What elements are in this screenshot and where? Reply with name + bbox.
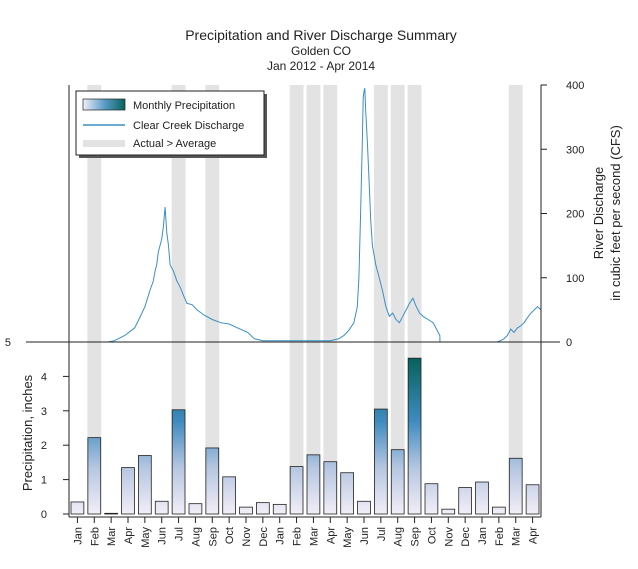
precip-tick-label-4: 4 xyxy=(41,371,47,383)
month-label-7: Aug xyxy=(190,527,202,547)
precip-bar-1 xyxy=(87,437,102,515)
month-label-13: Feb xyxy=(292,527,304,546)
precip-y-ticks: 0 1 2 3 4 5 xyxy=(5,337,69,521)
month-label-20: Sep xyxy=(410,527,422,547)
discharge-y-ticks: 0 100 200 300 400 xyxy=(541,80,584,349)
month-label-25: Feb xyxy=(494,527,506,546)
month-label-11: Dec xyxy=(258,527,270,547)
month-label-21: Oct xyxy=(426,527,438,544)
discharge-axis-label-line-1: River Discharge xyxy=(591,167,606,259)
precip-bar-3 xyxy=(121,467,135,515)
precip-bar-20 xyxy=(407,357,422,515)
month-label-18: Jul xyxy=(376,527,388,541)
month-label-23: Dec xyxy=(460,527,472,547)
precip-bar-4 xyxy=(138,455,152,515)
precip-bar-0 xyxy=(70,501,85,515)
month-label-17: Jun xyxy=(359,527,371,545)
legend-shading-swatch xyxy=(83,140,125,147)
shade-band-18 xyxy=(373,85,388,514)
legend-precip-swatch xyxy=(82,98,126,111)
discharge-tick-label-100: 100 xyxy=(566,273,584,285)
precipitation-bars xyxy=(70,357,540,515)
precip-tick-label-5: 5 xyxy=(5,337,11,349)
precip-bar-8 xyxy=(205,447,220,515)
discharge-tick-label-300: 300 xyxy=(566,144,584,156)
precip-bar-22 xyxy=(441,508,456,515)
precip-bar-11 xyxy=(256,502,270,515)
month-label-12: Jan xyxy=(275,527,287,545)
legend-precip-label: Monthly Precipitation xyxy=(133,100,235,112)
chart-subtitle-location: Golden CO xyxy=(291,44,351,58)
discharge-axis-label-line-2: in cubic feet per second (CFS) xyxy=(608,125,623,301)
month-label-22: Nov xyxy=(443,527,455,547)
month-label-0: Jan xyxy=(72,527,84,545)
discharge-tick-label-0: 0 xyxy=(566,337,572,349)
shade-band-8 xyxy=(205,85,220,514)
shade-band-26 xyxy=(508,85,523,514)
precip-bar-23 xyxy=(458,487,472,515)
month-label-4: May xyxy=(140,527,152,548)
precip-bar-19 xyxy=(390,449,405,515)
chart-subtitle-daterange: Jan 2012 - Apr 2014 xyxy=(267,59,375,73)
precip-tick-label-1: 1 xyxy=(41,475,47,487)
precip-bar-6 xyxy=(171,409,186,515)
month-label-26: Mar xyxy=(511,527,523,546)
precip-bar-17 xyxy=(357,500,371,515)
precip-bar-14 xyxy=(306,454,321,515)
month-label-8: Sep xyxy=(207,527,219,547)
chart-title: Precipitation and River Discharge Summar… xyxy=(185,27,457,43)
precip-tick-label-2: 2 xyxy=(41,440,47,452)
shade-band-1 xyxy=(87,85,102,514)
precip-axis-label: Precipitation, inches xyxy=(20,374,35,491)
title-block: Precipitation and River Discharge Summar… xyxy=(185,27,457,73)
legend-shading-label: Actual > Average xyxy=(133,138,216,150)
legend-discharge-label: Clear Creek Discharge xyxy=(133,120,244,132)
precip-bar-27 xyxy=(525,484,540,515)
month-label-6: Jul xyxy=(174,527,186,541)
month-label-3: Apr xyxy=(123,527,135,544)
precip-bar-12 xyxy=(272,503,287,515)
month-label-16: May xyxy=(342,527,354,548)
shade-band-6 xyxy=(171,85,186,514)
precip-bar-9 xyxy=(222,476,236,515)
month-label-15: Apr xyxy=(325,527,337,544)
above-average-shading xyxy=(87,85,523,514)
month-label-14: Mar xyxy=(308,527,320,546)
shade-band-15 xyxy=(323,85,338,514)
month-label-10: Nov xyxy=(241,527,253,547)
shade-band-13 xyxy=(289,85,304,514)
precip-tick-label-0: 0 xyxy=(41,509,47,521)
month-label-27: Apr xyxy=(528,527,540,544)
precip-bar-10 xyxy=(239,506,253,515)
month-x-ticks: Jan Feb Mar Apr May Jun Jul Aug Sep Oct Nov Dec Jan F… xyxy=(72,517,540,548)
month-label-5: Jun xyxy=(157,527,169,545)
precip-bar-24 xyxy=(475,481,489,515)
month-label-24: Jan xyxy=(477,527,489,545)
frames xyxy=(26,85,560,518)
precip-bar-13 xyxy=(289,466,304,515)
precip-bar-16 xyxy=(340,472,354,515)
discharge-tick-label-200: 200 xyxy=(566,209,584,221)
shade-band-14 xyxy=(306,85,321,514)
precip-bar-26 xyxy=(508,457,523,515)
precip-bar-21 xyxy=(424,483,439,515)
precip-tick-label-3: 3 xyxy=(41,406,47,418)
precip-bar-5 xyxy=(154,500,169,515)
legend: Monthly Precipitation Clear Creek Discha… xyxy=(75,90,267,158)
precip-bar-2 xyxy=(104,512,118,515)
discharge-tick-label-400: 400 xyxy=(566,80,584,92)
precip-bar-15 xyxy=(323,461,338,515)
month-label-1: Feb xyxy=(89,527,101,546)
shade-band-19 xyxy=(390,85,405,514)
month-label-2: Mar xyxy=(106,527,118,546)
month-label-9: Oct xyxy=(224,527,236,544)
month-label-19: Aug xyxy=(393,527,405,547)
precip-bar-25 xyxy=(492,506,506,515)
precip-bar-7 xyxy=(188,503,203,515)
precip-bar-18 xyxy=(374,408,388,515)
